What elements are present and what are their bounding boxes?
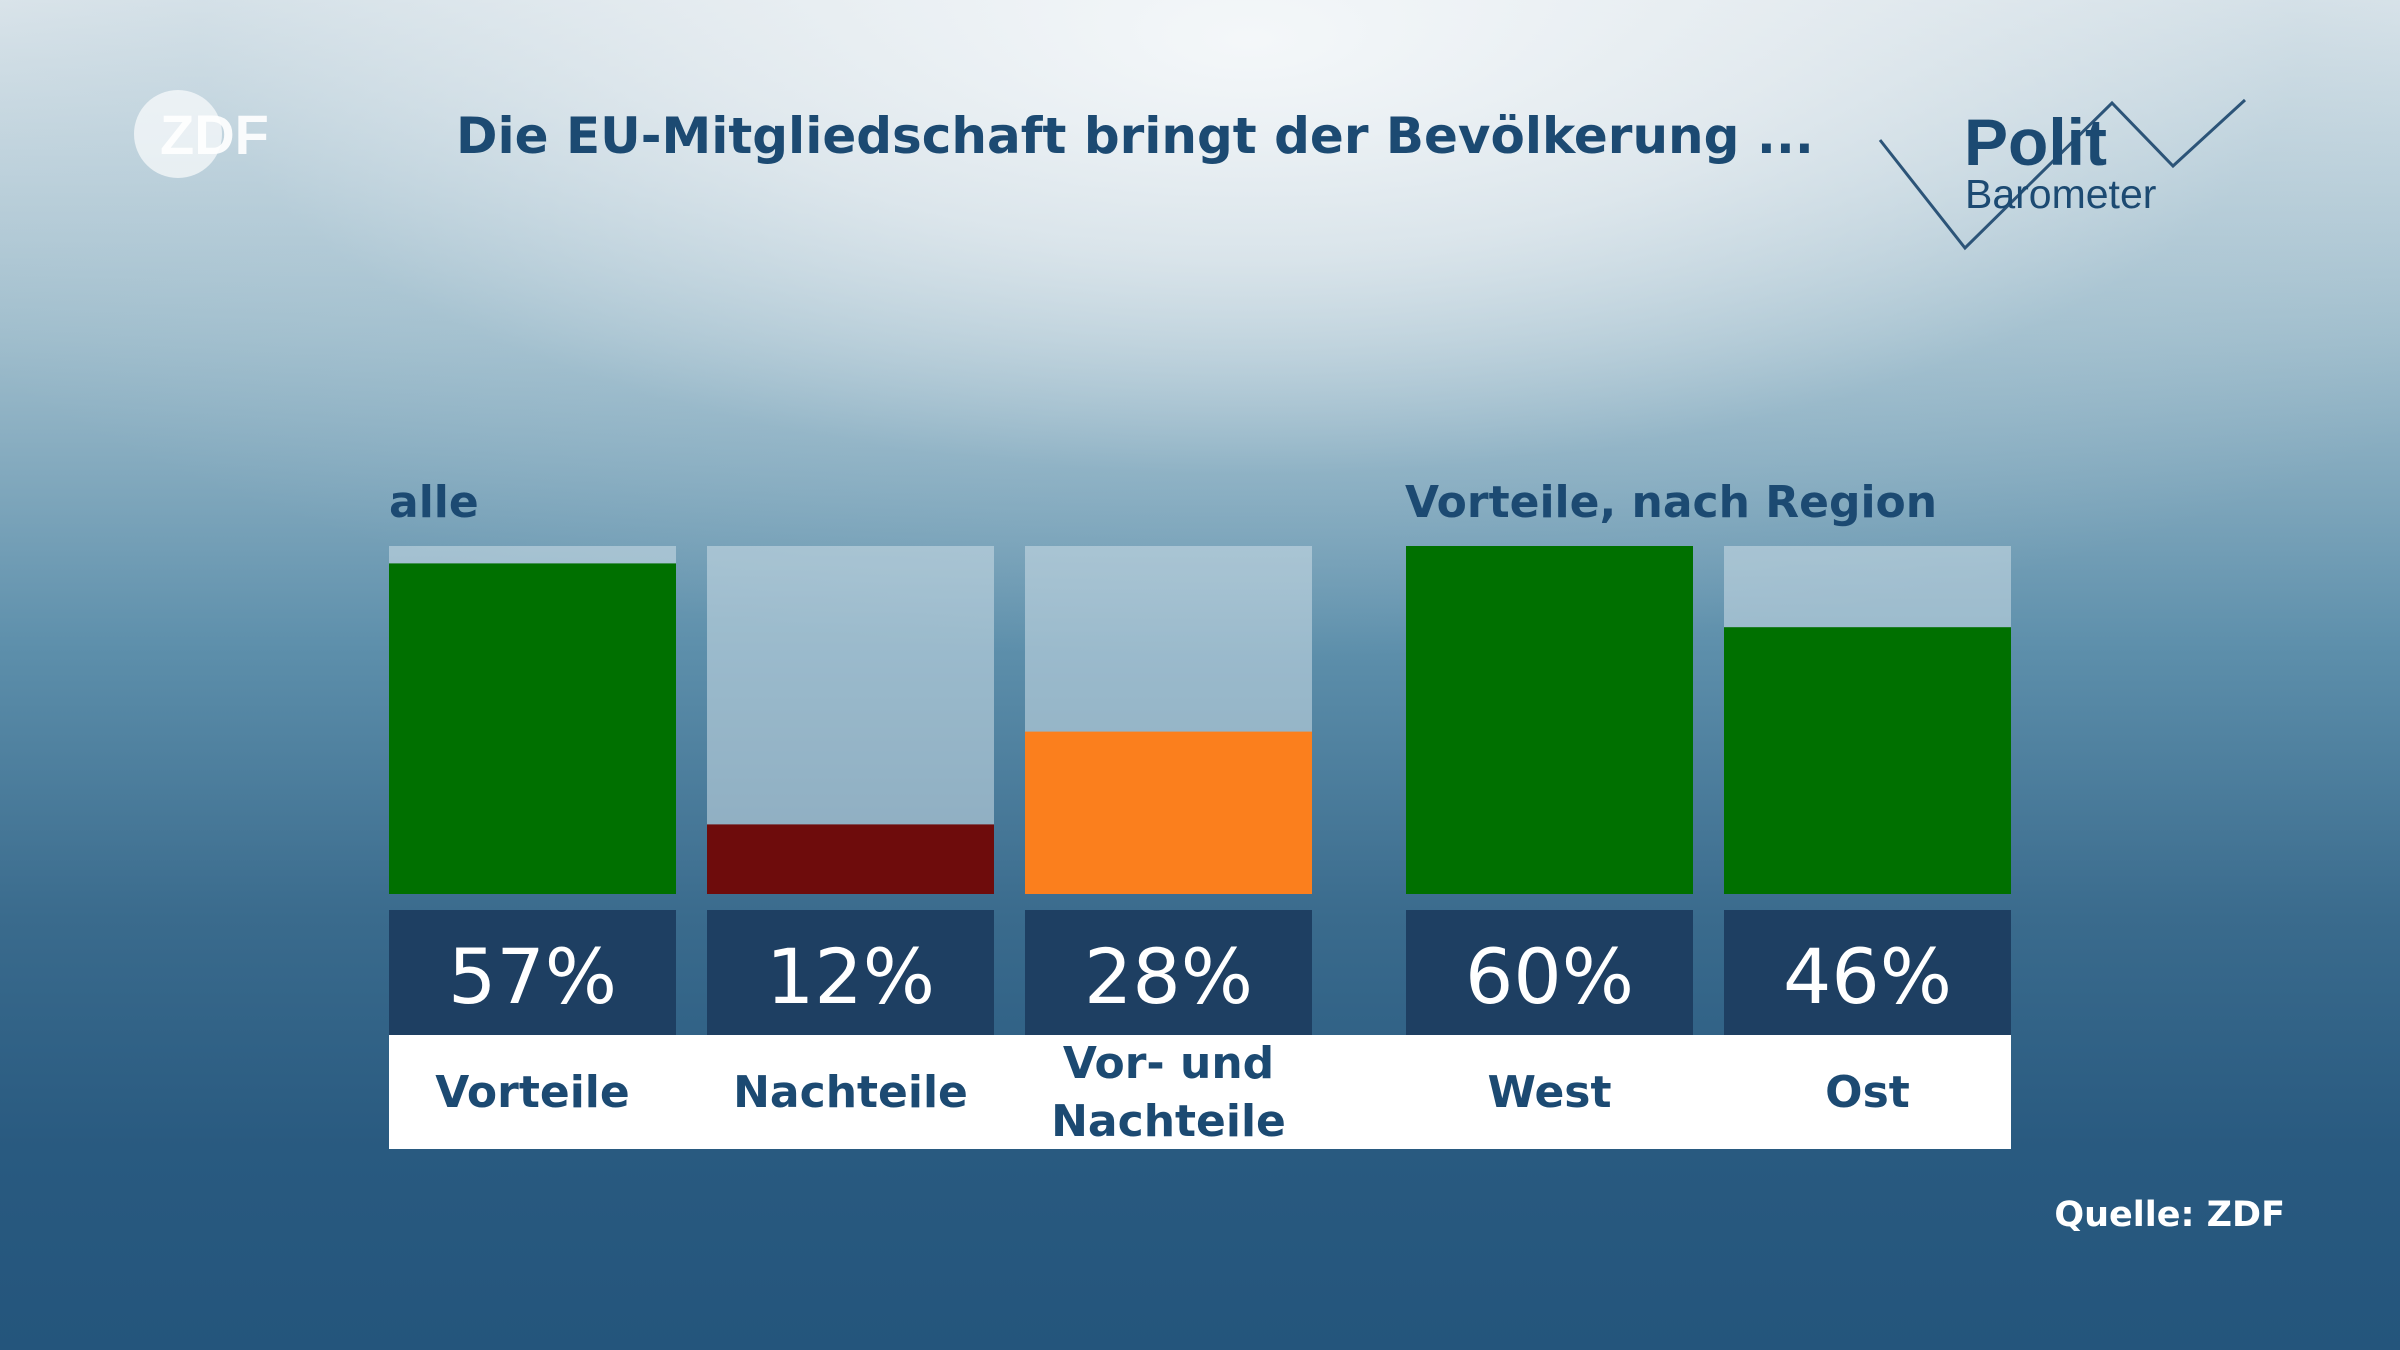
category-label-strip <box>389 1035 2011 1149</box>
bar-west <box>1406 546 1693 894</box>
category-label-west: West <box>1487 1067 1611 1118</box>
brand-barometer: Barometer <box>1965 171 2156 217</box>
bar-vorteile <box>389 563 676 894</box>
value-label-vor-und-nachteile: 28% <box>1084 932 1253 1021</box>
politbarometer-logo: Polit Barometer <box>1878 98 2247 251</box>
value-box-ost <box>1724 910 2011 1035</box>
zdf-logo: ZDF <box>134 90 269 178</box>
source-note: Quelle: ZDF <box>2054 1195 2285 1235</box>
value-box-west <box>1406 910 1693 1035</box>
bars-layer: 57% Vorteile 12% Nachteile 28% Vor- und Nachte… <box>389 546 2011 1147</box>
value-label-nachteile: 12% <box>766 932 935 1021</box>
category-label-ost: Ost <box>1825 1067 1910 1118</box>
section-title-alle: alle <box>389 477 479 528</box>
category-label-vor-und-nachteile: Vor- und Nachteile <box>1051 1038 1286 1147</box>
section-title-region: Vorteile, nach Region <box>1405 477 1937 528</box>
category-label-nachteile: Nachteile <box>733 1067 968 1118</box>
bar-nachteile <box>707 824 994 894</box>
zdf-logo-text: ZDF <box>160 103 269 166</box>
value-label-ost: 46% <box>1783 932 1952 1021</box>
bar-ost <box>1724 627 2011 894</box>
value-box-nachteile <box>707 910 994 1035</box>
brand-polit: Polit <box>1964 105 2107 179</box>
category-label-vorteile: Vorteile <box>435 1067 629 1118</box>
zdf-logo-circle <box>134 90 222 178</box>
value-label-west: 60% <box>1465 932 1634 1021</box>
value-box-vor-und-nachteile <box>1025 910 1312 1035</box>
value-box-vorteile <box>389 910 676 1035</box>
bar-vor-und-nachteile <box>1025 731 1312 894</box>
value-label-vorteile: 57% <box>448 932 617 1021</box>
page-title: Die EU-Mitgliedschaft bringt der Bevölke… <box>456 107 1814 165</box>
trend-line-icon <box>1878 98 2247 251</box>
